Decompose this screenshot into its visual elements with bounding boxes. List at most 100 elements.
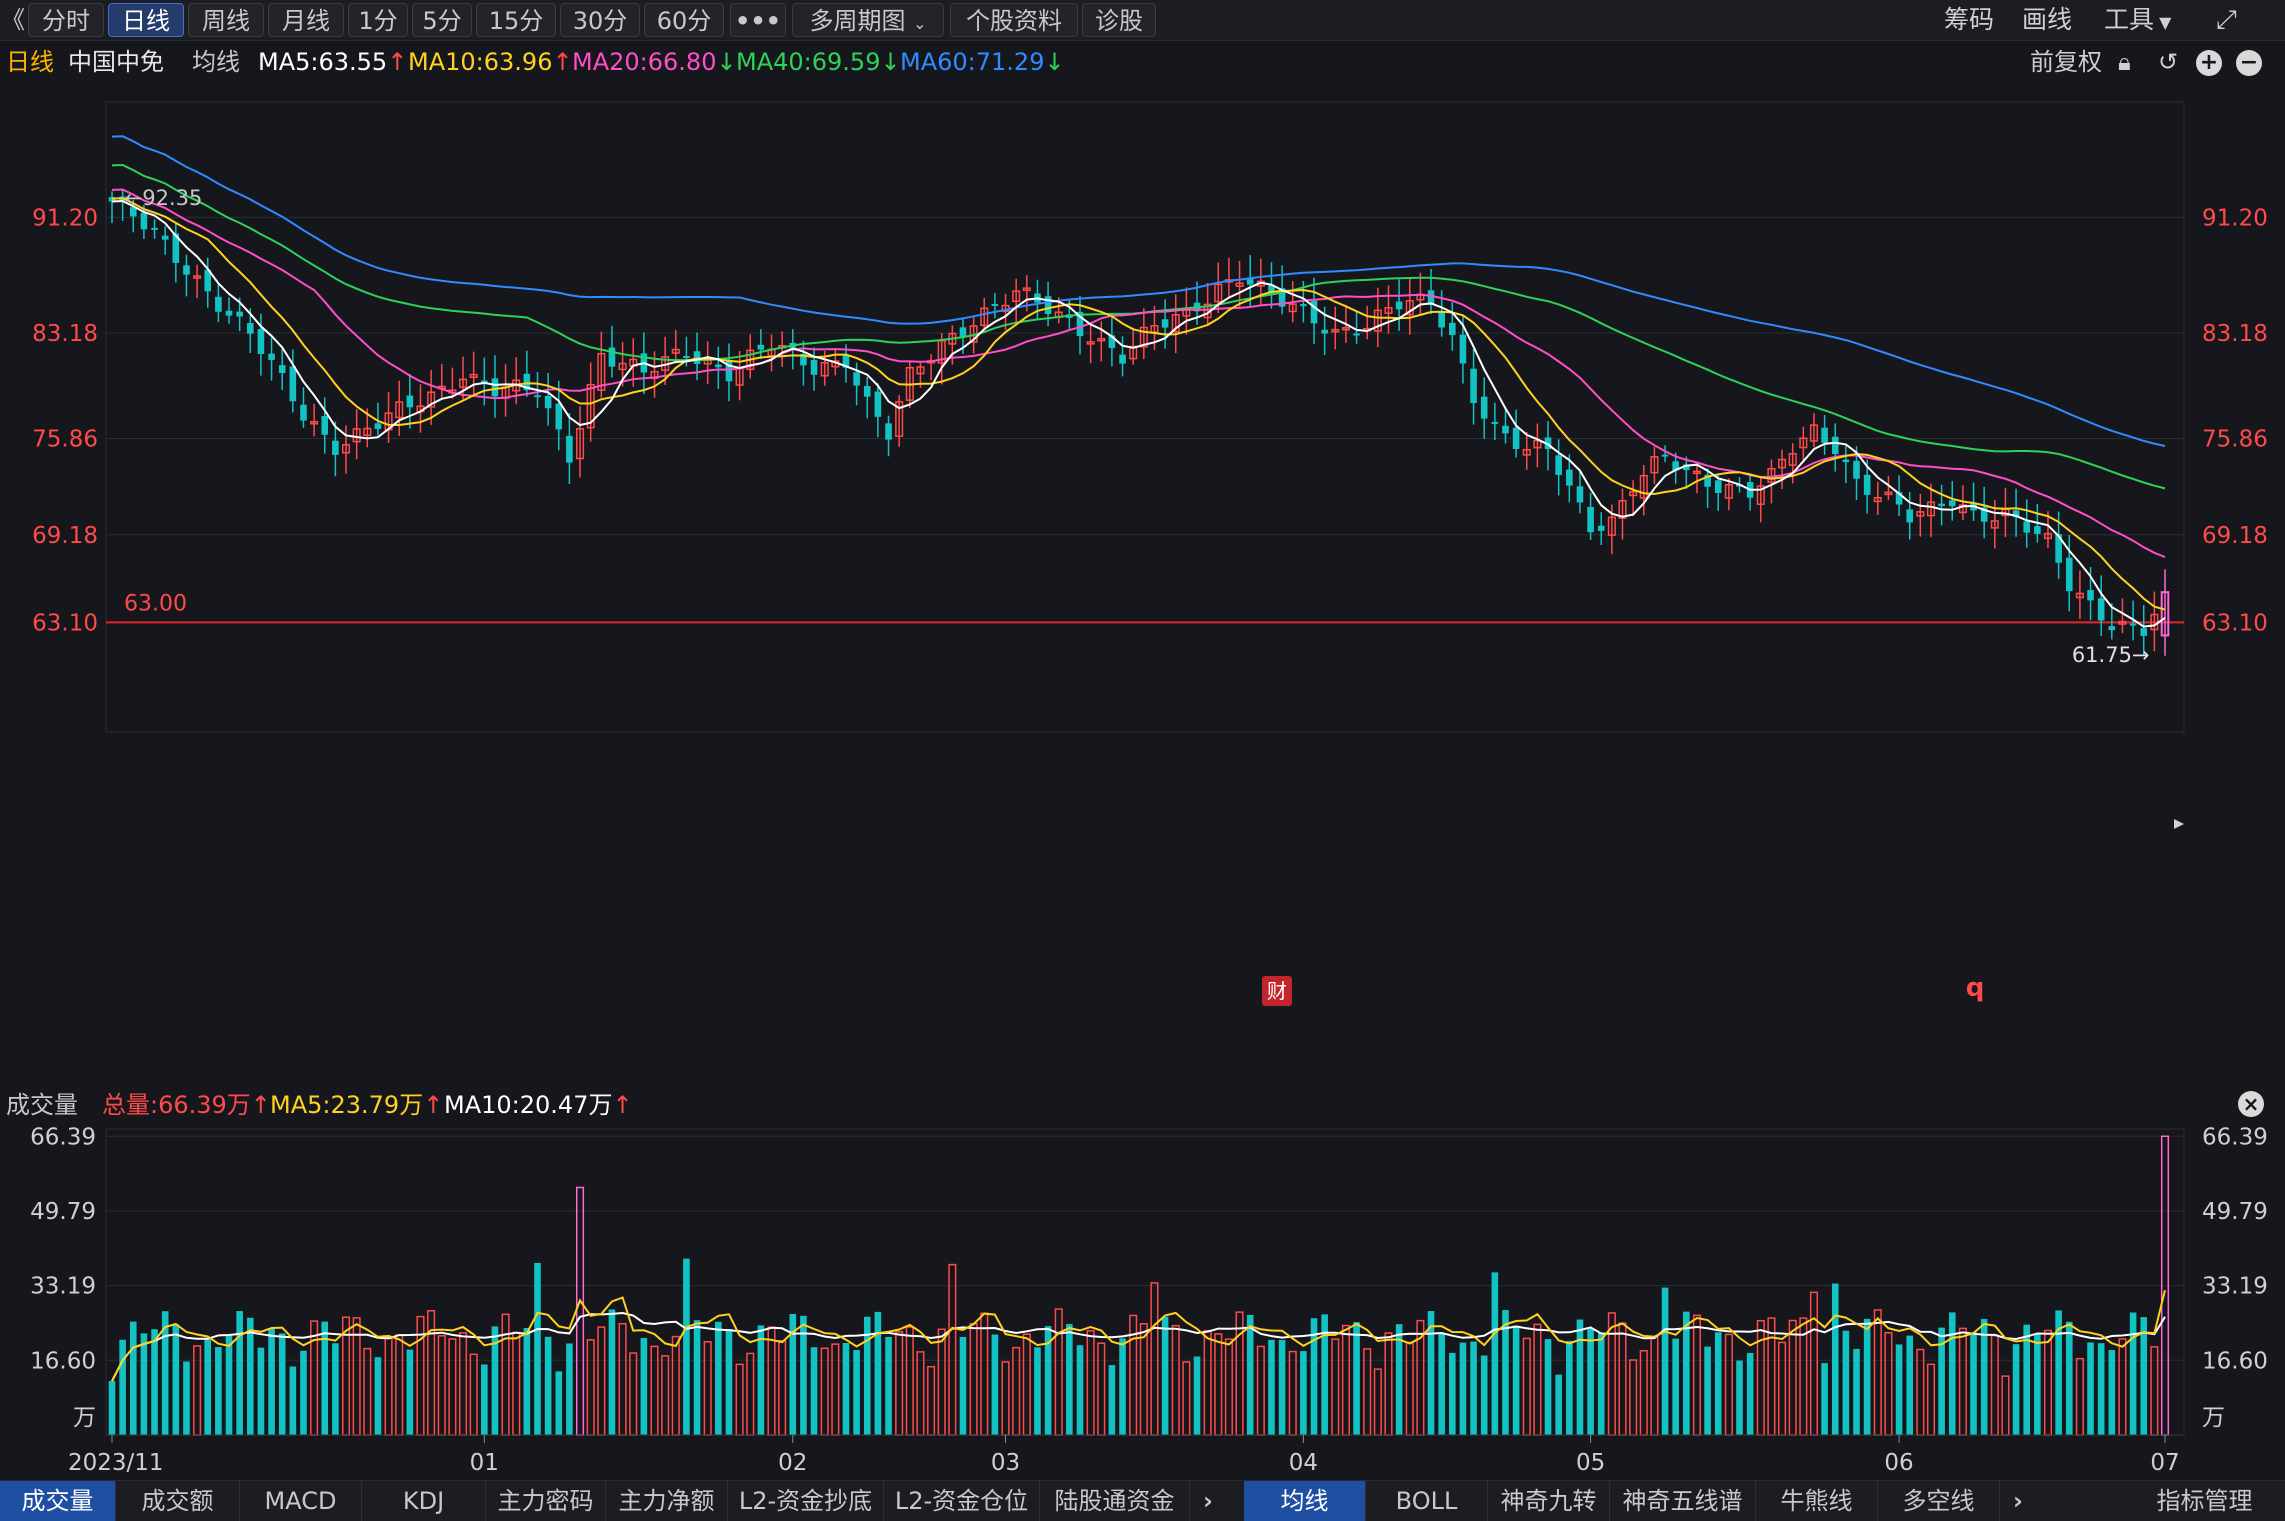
tab-l2-bottom-fishing[interactable]: L2-资金抄底 <box>728 1481 884 1521</box>
volume-bar <box>2012 1344 2020 1435</box>
close-icon[interactable]: × <box>2238 1091 2264 1117</box>
candle <box>566 413 573 485</box>
arrow-up-icon: ↑ <box>612 1091 633 1119</box>
candle <box>895 395 904 447</box>
candle-body <box>1470 368 1477 404</box>
undo-icon[interactable]: ↺ <box>2158 48 2179 76</box>
tab-boll[interactable]: BOLL <box>1366 1481 1488 1521</box>
candle <box>374 402 382 436</box>
candle <box>1756 477 1765 523</box>
tab-kdj[interactable]: KDJ <box>362 1481 486 1521</box>
candle-body <box>140 212 148 230</box>
tab-l2-position[interactable]: L2-资金仓位 <box>884 1481 1040 1521</box>
tab-northbound-funds[interactable]: 陆股通资金 <box>1040 1481 1190 1521</box>
volume-bar <box>1618 1322 1627 1436</box>
fullscreen-icon[interactable]: ⤢ <box>2216 5 2237 35</box>
volume-bar <box>363 1347 372 1436</box>
volume-bar <box>469 1353 478 1436</box>
draw-line-button[interactable]: 画线 <box>2022 5 2073 34</box>
candle-body <box>1714 480 1722 493</box>
volume-bar <box>183 1361 190 1435</box>
period-tab-15min[interactable]: 15分 <box>476 3 556 37</box>
chips-button[interactable]: 筹码 <box>1944 5 1995 34</box>
period-tab-weekly[interactable]: 周线 <box>188 3 264 37</box>
candle-body <box>566 435 573 463</box>
period-toolbar: 《 分时 日线 周线 月线 1分 5分 15分 30分 60分 ••• 多周期图… <box>0 0 2285 41</box>
volume-bar <box>2140 1317 2148 1435</box>
period-tab-5min[interactable]: 5分 <box>412 3 472 37</box>
candle-body <box>1576 486 1584 503</box>
candle-body <box>1544 437 1552 450</box>
adjust-mode-button[interactable]: 前复权 <box>2030 48 2102 76</box>
candle <box>1395 279 1403 331</box>
stock-name[interactable]: 中国中免 <box>68 48 164 76</box>
lock-icon[interactable]: 🔒︎ <box>2118 48 2131 76</box>
candle-body <box>458 378 468 388</box>
tab-long-short-line[interactable]: 多空线 <box>1878 1481 2000 1521</box>
period-tab-1min[interactable]: 1分 <box>348 3 408 37</box>
tab-main-force-code[interactable]: 主力密码 <box>486 1481 606 1521</box>
candle <box>183 254 190 297</box>
caret-down-icon: ▼ <box>2154 13 2172 32</box>
candle <box>1427 268 1435 315</box>
candle-body <box>225 310 233 316</box>
tab-magic-five-lines[interactable]: 神奇五线谱 <box>1610 1481 1756 1521</box>
indicator-manage-button[interactable]: 指标管理 <box>2156 1487 2253 1515</box>
volume-bar <box>671 1335 680 1436</box>
volume-bar <box>1639 1350 1648 1436</box>
volume-bar <box>703 1341 712 1436</box>
candle-body <box>300 404 307 421</box>
tab-volume[interactable]: 成交量 <box>0 1481 116 1521</box>
volume-bar <box>2043 1329 2053 1436</box>
candle <box>1533 423 1542 468</box>
candle <box>1384 285 1393 334</box>
candle <box>1661 445 1669 463</box>
volume-bar <box>1714 1332 1722 1435</box>
event-marker[interactable]: q <box>1966 973 1985 1003</box>
zoom-out-icon[interactable]: − <box>2236 50 2262 76</box>
volume-bar <box>2108 1349 2116 1435</box>
period-tab-monthly[interactable]: 月线 <box>268 3 344 37</box>
volume-bar <box>321 1321 329 1435</box>
volume-bar <box>948 1263 957 1436</box>
finance-marker-badge[interactable] <box>1262 976 1292 1006</box>
tools-button[interactable]: 工具 ▼ <box>2104 3 2171 37</box>
period-tab-30min[interactable]: 30分 <box>560 3 640 37</box>
collapse-icon[interactable]: 《 <box>1 6 25 34</box>
diagnose-button[interactable]: 诊股 <box>1082 3 1156 37</box>
volume-unit-left: 万 <box>73 1405 96 1431</box>
chevron-right-icon[interactable]: › <box>2013 1487 2023 1515</box>
candle-body <box>1373 309 1382 332</box>
volume-bar <box>278 1333 286 1435</box>
period-tab-60min[interactable]: 60分 <box>644 3 724 37</box>
volume-bar <box>885 1336 892 1435</box>
candle <box>544 373 552 426</box>
multi-period-chart-button[interactable]: 多周期图 ⌄ <box>792 3 944 37</box>
volume-bar <box>991 1334 999 1435</box>
price-chart[interactable]: 91.20 91.20 83.18 83.18 75.86 75.86 69.18 69.18… <box>0 82 2285 1082</box>
volume-chart[interactable]: 66.39 66.39 49.79 49.79 33.19 33.19 16.60 16.60… <box>0 1125 2285 1480</box>
candle <box>1566 454 1573 503</box>
candle <box>1310 277 1318 344</box>
volume-bar <box>1809 1291 1819 1436</box>
finance-marker[interactable]: 财 <box>1267 979 1287 1003</box>
period-tab-fenshi[interactable]: 分时 <box>28 3 104 37</box>
volume-bar <box>172 1324 180 1435</box>
tab-magic-nine[interactable]: 神奇九转 <box>1488 1481 1610 1521</box>
period-tab-daily[interactable]: 日线 <box>108 3 184 37</box>
ma-label[interactable]: 均线 <box>192 48 240 76</box>
tab-ma[interactable]: 均线 <box>1244 1481 1366 1521</box>
zoom-in-icon[interactable]: + <box>2196 50 2222 76</box>
volume-label[interactable]: 成交量 <box>6 1091 78 1119</box>
tab-bull-bear-line[interactable]: 牛熊线 <box>1756 1481 1878 1521</box>
tab-macd[interactable]: MACD <box>240 1481 362 1521</box>
volume-bar <box>1119 1338 1126 1435</box>
volume-bar <box>491 1326 499 1435</box>
chevron-right-icon[interactable]: › <box>1203 1487 1213 1515</box>
stock-profile-button[interactable]: 个股资料 <box>950 3 1078 37</box>
volume-bar <box>640 1338 648 1435</box>
more-periods-button[interactable]: ••• <box>730 3 786 37</box>
volume-bar <box>1916 1348 1925 1436</box>
tab-main-force-net[interactable]: 主力净额 <box>606 1481 728 1521</box>
tab-turnover[interactable]: 成交额 <box>116 1481 240 1521</box>
